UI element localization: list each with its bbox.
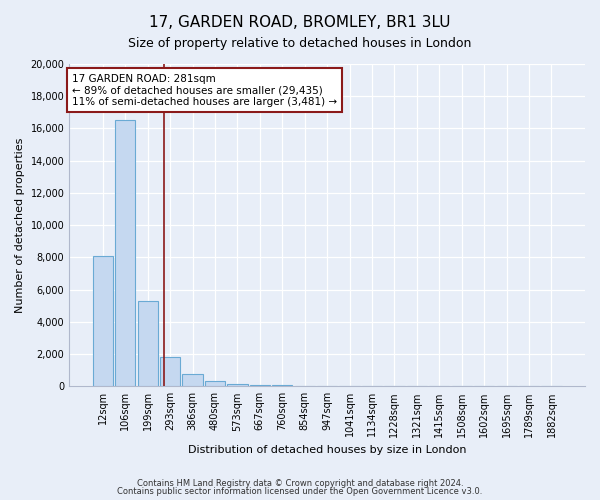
Text: Contains HM Land Registry data © Crown copyright and database right 2024.: Contains HM Land Registry data © Crown c… [137,478,463,488]
Bar [160,358,180,386]
Bar [115,120,136,386]
Bar [227,384,248,386]
Bar [182,374,203,386]
Bar [250,384,270,386]
Text: 17 GARDEN ROAD: 281sqm
← 89% of detached houses are smaller (29,435)
11% of semi: 17 GARDEN ROAD: 281sqm ← 89% of detached… [72,74,337,107]
Bar [93,256,113,386]
Bar [137,301,158,386]
Bar [205,382,225,386]
Y-axis label: Number of detached properties: Number of detached properties [15,138,25,313]
Text: Size of property relative to detached houses in London: Size of property relative to detached ho… [128,38,472,51]
X-axis label: Distribution of detached houses by size in London: Distribution of detached houses by size … [188,445,466,455]
Text: Contains public sector information licensed under the Open Government Licence v3: Contains public sector information licen… [118,487,482,496]
Text: 17, GARDEN ROAD, BROMLEY, BR1 3LU: 17, GARDEN ROAD, BROMLEY, BR1 3LU [149,15,451,30]
Bar [272,385,292,386]
